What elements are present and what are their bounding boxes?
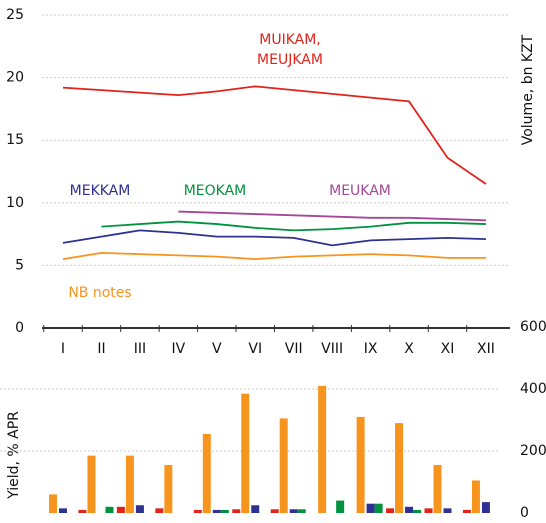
y2-tick-label: 600 [520, 319, 546, 335]
bar [405, 506, 414, 513]
x-tick-label: VI [248, 341, 262, 357]
bar [212, 509, 221, 513]
bar [366, 503, 375, 513]
x-tick-label: II [97, 341, 105, 357]
bar [471, 480, 480, 513]
line-series [101, 220, 486, 232]
y-tick-label: 0 [15, 320, 24, 336]
bar [78, 509, 87, 513]
series-label: MEUKAM [329, 183, 391, 199]
y-tick-label: 10 [6, 195, 24, 211]
y-axis-label: Yield, % APR [6, 411, 22, 500]
y2-tick-label: 0 [520, 505, 529, 521]
bar [202, 433, 211, 513]
bar [232, 509, 241, 513]
x-tick-label: XII [477, 341, 495, 357]
x-tick-label: VIII [321, 341, 343, 357]
x-tick-label: IV [171, 341, 185, 357]
bar [193, 509, 202, 513]
bar [220, 509, 229, 513]
y2-tick-label: 400 [520, 381, 546, 397]
x-tick-label: I [61, 341, 65, 357]
x-tick-label: V [212, 341, 222, 357]
series-label: MEKKAM [70, 183, 131, 199]
x-tick-label: XI [441, 341, 455, 357]
y-axis-label: Volume, bn KZT [520, 34, 536, 145]
series-label: MEOKAM [184, 183, 247, 199]
bar [336, 500, 345, 513]
bar [251, 505, 260, 513]
line-series [62, 85, 487, 185]
bar [164, 464, 173, 513]
bar [297, 509, 306, 513]
line-series [62, 229, 486, 247]
y-tick-label: 25 [6, 7, 24, 23]
bar [87, 455, 96, 513]
y2-tick-label: 200 [520, 443, 546, 459]
bar [481, 502, 490, 513]
bar [125, 455, 134, 513]
bar [433, 464, 442, 513]
bar [279, 418, 288, 513]
bar [116, 506, 125, 513]
y-tick-label: 15 [6, 132, 24, 148]
bar [386, 508, 395, 513]
bar [105, 506, 114, 513]
bar [413, 509, 422, 513]
x-tick-label: X [404, 341, 414, 357]
bar [49, 494, 57, 513]
bar [270, 509, 279, 513]
bar [241, 393, 250, 513]
bar [356, 416, 365, 513]
y-tick-label: 5 [15, 257, 24, 273]
bar [424, 508, 433, 513]
bar [374, 503, 383, 513]
x-tick-label: VII [285, 341, 303, 357]
bar [289, 509, 298, 513]
x-tick-label: IX [364, 341, 378, 357]
bar [59, 508, 67, 513]
y-tick-label: 20 [6, 70, 24, 86]
bar [135, 505, 144, 513]
bar [155, 508, 164, 513]
x-tick-label: III [134, 341, 146, 357]
series-label: MUIKAM, MEUJKAM [257, 32, 323, 68]
bar [318, 385, 327, 513]
bar [395, 423, 404, 513]
bar [462, 509, 471, 513]
line-series [178, 210, 486, 222]
line-series [62, 251, 486, 261]
bar [443, 508, 452, 513]
series-label: NB notes [68, 285, 131, 301]
